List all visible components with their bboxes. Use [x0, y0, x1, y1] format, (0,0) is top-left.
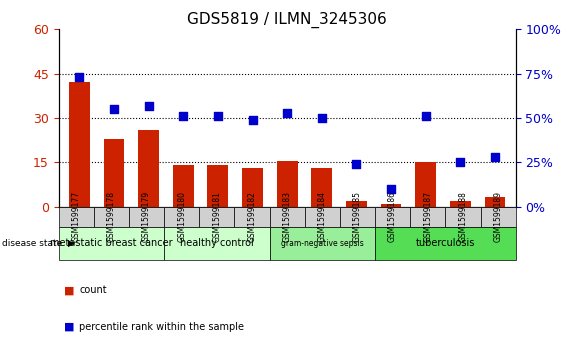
Bar [138, 130, 159, 207]
Text: GSM1599185: GSM1599185 [353, 191, 362, 242]
Bar [381, 204, 401, 207]
Point [144, 103, 154, 109]
Bar [207, 166, 229, 207]
Text: percentile rank within the sample: percentile rank within the sample [79, 322, 244, 332]
Point [110, 106, 119, 112]
Point [282, 110, 292, 115]
Bar [173, 166, 193, 207]
Bar [69, 82, 90, 207]
Bar [485, 196, 505, 207]
Text: GSM1599189: GSM1599189 [493, 191, 503, 242]
Text: ■: ■ [64, 285, 75, 295]
Text: metastatic breast cancer: metastatic breast cancer [50, 238, 173, 248]
Point [352, 161, 361, 167]
Text: GSM1599184: GSM1599184 [318, 191, 327, 242]
Text: GSM1599186: GSM1599186 [388, 191, 397, 242]
Text: gram-negative sepsis: gram-negative sepsis [281, 239, 364, 248]
Bar [104, 139, 124, 207]
Point [179, 113, 188, 119]
Text: ■: ■ [64, 322, 75, 332]
Text: GSM1599187: GSM1599187 [423, 191, 432, 242]
Bar [346, 201, 367, 207]
Bar [242, 168, 263, 207]
Bar [415, 163, 436, 207]
Text: disease state  ▶: disease state ▶ [2, 239, 75, 248]
Text: GSM1599183: GSM1599183 [282, 191, 292, 242]
Point [421, 113, 430, 119]
Bar [450, 201, 471, 207]
Text: GSM1599178: GSM1599178 [107, 191, 116, 242]
Point [317, 115, 326, 121]
Text: GSM1599179: GSM1599179 [142, 191, 151, 242]
Point [74, 74, 84, 80]
Point [386, 186, 396, 192]
Text: count: count [79, 285, 107, 295]
Text: GSM1599180: GSM1599180 [177, 191, 186, 242]
Point [455, 160, 465, 166]
Text: GSM1599188: GSM1599188 [458, 191, 468, 242]
Text: GSM1599182: GSM1599182 [247, 191, 257, 242]
Text: GSM1599177: GSM1599177 [71, 191, 81, 242]
Point [490, 154, 500, 160]
Bar [277, 161, 298, 207]
Point [213, 113, 223, 119]
Text: healthy control: healthy control [180, 238, 254, 248]
Text: tuberculosis: tuberculosis [415, 238, 475, 248]
Bar [311, 168, 332, 207]
Text: GSM1599181: GSM1599181 [212, 191, 222, 242]
Title: GDS5819 / ILMN_3245306: GDS5819 / ILMN_3245306 [188, 12, 387, 28]
Point [248, 117, 257, 123]
